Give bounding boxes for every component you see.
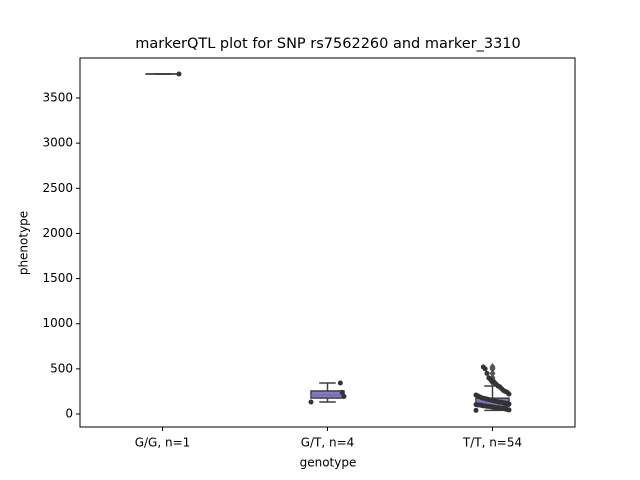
flier: [489, 363, 496, 372]
x-axis-label: genotype: [300, 456, 357, 470]
strip-point: [480, 364, 486, 370]
chart-title: markerQTL plot for SNP rs7562260 and mar…: [135, 36, 521, 52]
y-tick-label: 2000: [42, 226, 73, 240]
y-tick-label: 0: [65, 406, 73, 420]
strip-point: [473, 407, 479, 413]
strip-point: [339, 389, 345, 395]
strip-point: [486, 375, 492, 381]
y-tick-label: 3500: [42, 90, 73, 104]
x-tick-label: G/G, n=1: [135, 436, 191, 450]
strip-point: [484, 370, 490, 376]
y-axis-label: phenotype: [17, 211, 31, 275]
y-tick-label: 2500: [42, 181, 73, 195]
y-tick-label: 500: [50, 361, 73, 375]
y-tick-label: 3000: [42, 136, 73, 150]
strip-point: [341, 393, 347, 399]
y-tick-label: 1500: [42, 271, 73, 285]
strip-point: [473, 392, 479, 398]
y-tick-label: 1000: [42, 316, 73, 330]
strip-point: [308, 399, 314, 405]
x-tick-label: G/T, n=4: [301, 436, 355, 450]
strip-point: [473, 402, 479, 408]
x-tick-label: T/T, n=54: [462, 436, 522, 450]
strip-point: [337, 380, 343, 386]
flier: [489, 369, 496, 378]
plot-frame: [79, 57, 576, 428]
strip-point: [176, 71, 182, 77]
